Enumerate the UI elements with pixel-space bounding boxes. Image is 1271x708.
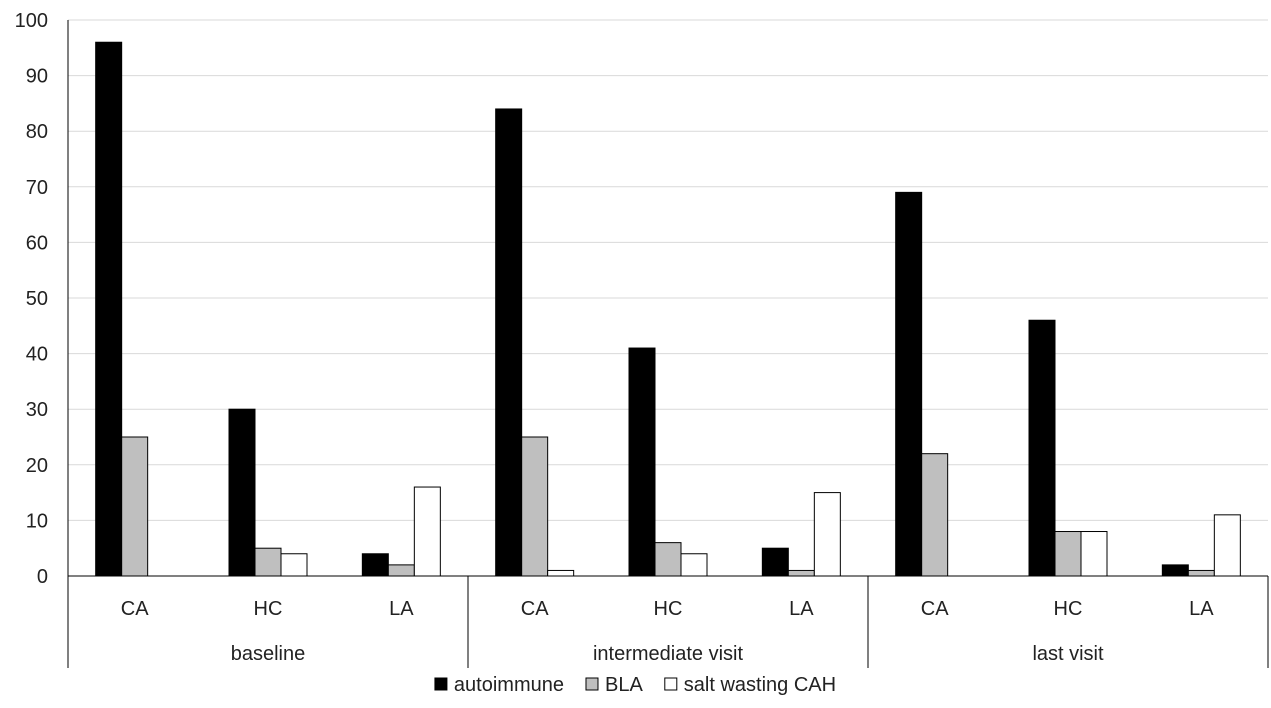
- bar-bla: [921, 453, 949, 577]
- y-tick-label: 60: [26, 232, 48, 254]
- category-label: LA: [389, 598, 414, 620]
- bar-salt-wasting-cah: [547, 569, 575, 577]
- y-tick-label: 80: [26, 121, 48, 143]
- bar-bla: [254, 547, 282, 577]
- bar-bla: [1054, 531, 1082, 577]
- bar-autoimmune: [628, 347, 656, 577]
- bar-autoimmune: [1161, 564, 1189, 577]
- bars: [95, 41, 1241, 577]
- bar-bla: [387, 564, 415, 577]
- bar-autoimmune: [228, 408, 256, 577]
- bar-salt-wasting-cah: [413, 486, 441, 577]
- category-label: HC: [654, 598, 683, 620]
- bar-salt-wasting-cah: [1080, 531, 1108, 577]
- legend-label: autoimmune: [454, 674, 564, 696]
- bar-bla: [121, 436, 149, 577]
- bar-bla: [521, 436, 549, 577]
- legend: autoimmune BLA salt wasting CAH: [434, 674, 836, 696]
- axes: [67, 20, 1269, 668]
- bar-salt-wasting-cah: [813, 492, 841, 577]
- category-label: CA: [921, 598, 949, 620]
- bar-autoimmune: [895, 191, 923, 577]
- group-label: baseline: [231, 643, 306, 665]
- bar-bla: [787, 569, 815, 577]
- category-label: CA: [121, 598, 149, 620]
- y-tick-label: 10: [26, 510, 48, 532]
- legend-swatch-salt-wasting-cah: [664, 677, 678, 691]
- legend-label: BLA: [605, 674, 643, 696]
- bar-salt-wasting-cah: [280, 553, 308, 577]
- y-tick-label: 70: [26, 177, 48, 199]
- y-tick-label: 0: [37, 566, 48, 588]
- y-tick-label: 90: [26, 66, 48, 88]
- bar-autoimmune: [761, 547, 789, 577]
- category-label: HC: [1054, 598, 1083, 620]
- legend-swatch-autoimmune: [434, 677, 448, 691]
- y-tick-label: 50: [26, 288, 48, 310]
- bar-autoimmune: [95, 41, 123, 577]
- y-tick-label: 40: [26, 344, 48, 366]
- bar-autoimmune: [361, 553, 389, 577]
- legend-swatch-bla: [585, 677, 599, 691]
- bar-autoimmune: [495, 108, 523, 577]
- category-label: LA: [1189, 598, 1214, 620]
- bar-autoimmune: [1028, 319, 1056, 577]
- bar-bla: [1187, 569, 1215, 577]
- legend-label: salt wasting CAH: [684, 674, 836, 696]
- bar-salt-wasting-cah: [1213, 514, 1241, 577]
- bar-bla: [654, 542, 682, 577]
- y-tick-label: 100: [15, 10, 48, 32]
- y-axis-ticks: 0 10 20 30 40 50 60 70 80 90 100: [15, 10, 48, 588]
- y-tick-label: 20: [26, 455, 48, 477]
- group-label: intermediate visit: [593, 643, 744, 665]
- category-label: CA: [521, 598, 549, 620]
- group-label: last visit: [1032, 643, 1104, 665]
- x-axis-labels: CA HC LA baseline CA HC LA intermediate visit CA…: [121, 598, 1214, 665]
- category-label: HC: [254, 598, 283, 620]
- bar-salt-wasting-cah: [680, 553, 708, 577]
- y-tick-label: 30: [26, 399, 48, 421]
- category-label: LA: [789, 598, 814, 620]
- gridlines: [68, 19, 1268, 521]
